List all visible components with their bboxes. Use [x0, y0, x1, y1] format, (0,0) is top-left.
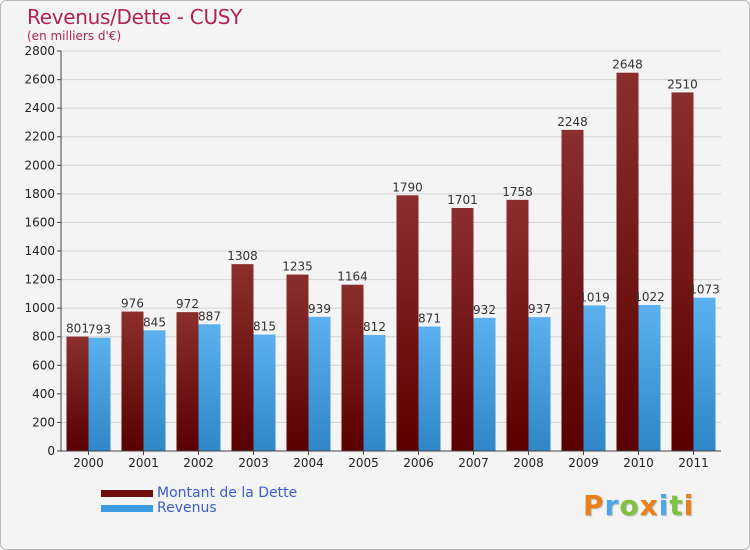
bar-revenus: [308, 316, 331, 451]
bar-revenus: [528, 317, 551, 451]
data-label-revenus: 939: [308, 302, 331, 316]
legend-swatch-debt: [101, 490, 153, 497]
bar-debt: [231, 264, 254, 451]
proxiti-logo: Proxiti: [583, 489, 694, 522]
x-tick-label: 2007: [458, 456, 489, 470]
bar-revenus: [418, 326, 441, 451]
y-tick-label: 200: [32, 415, 55, 429]
y-tick-label: 800: [32, 330, 55, 344]
bar-debt: [286, 274, 309, 451]
bar-debt: [121, 311, 144, 451]
x-tick-label: 2005: [348, 456, 379, 470]
legend-label-revenus: Revenus: [157, 500, 217, 516]
bars-layer: [66, 72, 716, 451]
data-label-revenus: 812: [363, 320, 386, 334]
data-label-debt: 1308: [227, 249, 258, 263]
bar-revenus: [473, 317, 496, 451]
bar-revenus: [583, 305, 606, 451]
y-tick-label: 2600: [24, 73, 55, 87]
data-label-debt: 801: [66, 322, 89, 336]
chart-title: Revenus/Dette - CUSY: [27, 5, 243, 29]
axis-layer: 0 200 400 600 800 1000 1200 1400 1600 1800 2000 220…: [24, 44, 721, 470]
data-label-revenus: 932: [473, 303, 496, 317]
data-label-debt: 1790: [392, 180, 423, 194]
data-label-revenus: 793: [88, 323, 111, 337]
x-tick-label: 2000: [73, 456, 104, 470]
data-label-revenus: 845: [143, 315, 166, 329]
data-label-revenus: 871: [418, 312, 441, 326]
x-tick-label: 2009: [568, 456, 599, 470]
data-label-debt: 1701: [447, 193, 478, 207]
bar-debt: [66, 336, 89, 451]
bar-revenus: [693, 297, 716, 451]
y-tick-label: 1400: [24, 244, 55, 258]
bar-debt: [341, 284, 364, 451]
bar-revenus: [143, 330, 166, 451]
x-tick-label: 2011: [678, 456, 709, 470]
data-label-debt: 2248: [557, 115, 588, 129]
data-label-revenus: 887: [198, 309, 221, 323]
logo-letter: r: [604, 489, 620, 522]
y-tick-label: 1200: [24, 273, 55, 287]
x-tick-label: 2008: [513, 456, 544, 470]
y-tick-label: 600: [32, 358, 55, 372]
y-tick-label: 1800: [24, 187, 55, 201]
y-tick-label: 2400: [24, 101, 55, 115]
bar-revenus: [638, 305, 661, 451]
data-label-debt: 2510: [667, 77, 698, 91]
bar-revenus: [88, 337, 111, 451]
bar-debt: [396, 195, 419, 451]
data-label-debt: 2648: [612, 58, 643, 72]
y-tick-label: 2800: [24, 44, 55, 58]
x-tick-label: 2004: [293, 456, 324, 470]
data-label-debt: 1235: [282, 260, 313, 274]
bar-debt: [671, 92, 694, 451]
logo-letter: P: [583, 489, 605, 522]
x-tick-label: 2002: [183, 456, 214, 470]
y-tick-label: 2200: [24, 130, 55, 144]
logo-letter: i: [658, 489, 670, 522]
x-tick-label: 2010: [623, 456, 654, 470]
bar-revenus: [198, 324, 221, 451]
bar-debt: [176, 312, 199, 451]
x-tick-label: 2003: [238, 456, 269, 470]
y-tick-label: 400: [32, 387, 55, 401]
bar-debt: [506, 199, 529, 451]
x-tick-label: 2006: [403, 456, 434, 470]
data-label-debt: 1758: [502, 185, 533, 199]
data-label-debt: 1164: [337, 270, 368, 284]
chart-subtitle: (en milliers d'€): [27, 29, 122, 43]
legend-swatch-revenus: [101, 505, 153, 512]
bar-debt: [451, 208, 474, 451]
data-label-revenus: 1073: [689, 283, 720, 297]
data-label-revenus: 815: [253, 320, 276, 334]
y-tick-label: 0: [47, 444, 55, 458]
data-label-revenus: 1019: [579, 290, 610, 304]
bar-revenus: [363, 335, 386, 451]
y-tick-label: 2000: [24, 158, 55, 172]
logo-letter: x: [639, 489, 659, 522]
bar-revenus: [253, 334, 276, 451]
logo-letter: i: [683, 489, 695, 522]
logo-letter: t: [669, 489, 684, 522]
data-label-debt: 972: [176, 297, 199, 311]
y-tick-label: 1600: [24, 215, 55, 229]
data-label-revenus: 937: [528, 302, 551, 316]
data-label-debt: 976: [121, 297, 144, 311]
logo-letter: o: [619, 489, 640, 522]
bar-debt: [561, 129, 584, 451]
y-tick-label: 1000: [24, 301, 55, 315]
legend-label-debt: Montant de la Dette: [157, 485, 298, 501]
x-tick-label: 2001: [128, 456, 159, 470]
bar-debt: [616, 72, 639, 451]
data-label-revenus: 1022: [634, 290, 665, 304]
